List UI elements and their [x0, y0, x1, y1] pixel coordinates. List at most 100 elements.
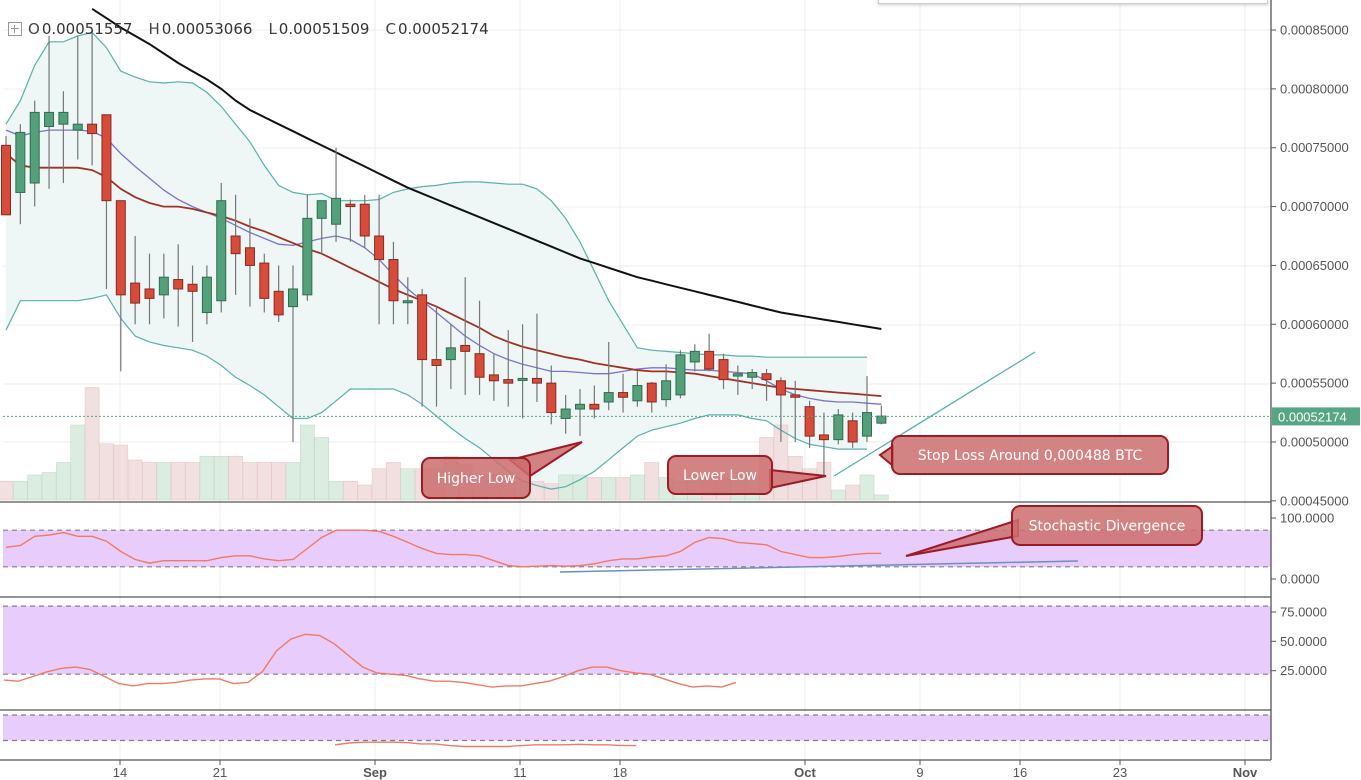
volume-bar: [615, 477, 631, 501]
candle[interactable]: [417, 288, 428, 407]
candle[interactable]: [431, 306, 442, 407]
candle-body: [488, 374, 499, 382]
candle-body: [374, 235, 385, 261]
annotation-stop-loss[interactable]: Stop Loss Around 0,000488 BTC: [878, 435, 1169, 475]
candle[interactable]: [689, 344, 700, 372]
volume-bar: [328, 480, 344, 501]
candle[interactable]: [818, 412, 829, 478]
candle-body: [474, 353, 485, 378]
candle[interactable]: [560, 394, 571, 434]
candle[interactable]: [790, 380, 801, 442]
candle[interactable]: [761, 369, 772, 401]
time-tick-label: Oct: [794, 765, 816, 780]
candle[interactable]: [646, 381, 657, 413]
candle[interactable]: [87, 30, 98, 166]
candle[interactable]: [804, 400, 815, 448]
candle[interactable]: [158, 253, 169, 319]
time-tick-label: 16: [1013, 765, 1027, 780]
candle[interactable]: [517, 324, 528, 419]
candle[interactable]: [603, 341, 614, 411]
candle[interactable]: [718, 353, 729, 390]
candle[interactable]: [847, 412, 858, 448]
candle[interactable]: [29, 100, 40, 207]
candle[interactable]: [531, 313, 542, 402]
candle[interactable]: [359, 194, 370, 248]
candle[interactable]: [244, 218, 255, 307]
candle[interactable]: [632, 371, 643, 407]
candle[interactable]: [316, 200, 327, 254]
candle[interactable]: [575, 389, 585, 437]
candle[interactable]: [230, 194, 241, 295]
candle[interactable]: [187, 265, 198, 342]
candle[interactable]: [388, 241, 399, 325]
candle[interactable]: [201, 265, 212, 325]
candle[interactable]: [374, 194, 385, 325]
top-overlay-panel: [878, 0, 1268, 4]
candle[interactable]: [589, 385, 600, 419]
candle-body: [72, 123, 83, 131]
price-tick-label: 0.00065000: [1280, 258, 1349, 273]
candle-body: [775, 380, 786, 396]
candle-body: [1, 144, 11, 216]
candle[interactable]: [44, 35, 55, 189]
candle[interactable]: [474, 300, 485, 395]
candle[interactable]: [876, 405, 887, 425]
time-tick-label: 18: [613, 765, 627, 780]
candle[interactable]: [101, 114, 112, 289]
candle-body: [632, 384, 643, 402]
candle-body: [144, 288, 155, 299]
trend-line[interactable]: [833, 351, 1036, 477]
candle[interactable]: [775, 377, 786, 442]
candle[interactable]: [488, 353, 499, 401]
candle[interactable]: [546, 365, 557, 425]
candle[interactable]: [259, 253, 270, 313]
annotation-stochastic-divergence[interactable]: Stochastic Divergence: [905, 505, 1203, 557]
collapse-square-icon[interactable]: [8, 22, 22, 36]
candle[interactable]: [173, 244, 184, 327]
callout-text: Lower Low: [683, 468, 757, 484]
candle[interactable]: [273, 265, 284, 322]
candle-body: [862, 412, 872, 437]
volume-bar: [242, 462, 258, 501]
candle[interactable]: [747, 369, 758, 390]
candle[interactable]: [15, 124, 26, 225]
candle[interactable]: [144, 253, 155, 325]
candle-body: [833, 414, 844, 441]
candle[interactable]: [115, 200, 126, 372]
volume-bar: [185, 462, 200, 501]
candle[interactable]: [732, 365, 743, 395]
candle[interactable]: [58, 91, 69, 184]
candles: [1, 30, 887, 478]
candle[interactable]: [445, 324, 456, 390]
candle[interactable]: [833, 409, 844, 445]
candle[interactable]: [402, 277, 413, 325]
candle[interactable]: [661, 364, 672, 407]
callout-box: [667, 455, 773, 495]
candle[interactable]: [288, 265, 298, 442]
volume-bar: [228, 455, 243, 501]
candle[interactable]: [216, 183, 227, 313]
price-tick-label: 0.00055000: [1280, 376, 1349, 391]
candle[interactable]: [130, 236, 141, 325]
rsi-pane: [3, 605, 1271, 688]
close-label: C: [385, 20, 396, 38]
volume-bar: [859, 474, 875, 501]
annotation-higher-low[interactable]: Higher Low: [421, 441, 583, 499]
candle[interactable]: [460, 277, 471, 395]
overbought-oversold-band: [3, 715, 1271, 741]
annotation-lower-low[interactable]: Lower Low: [667, 455, 827, 495]
candle-body: [661, 380, 672, 401]
candle[interactable]: [704, 333, 715, 372]
candle[interactable]: [345, 199, 356, 242]
price-tick-label: 0.00080000: [1280, 81, 1349, 96]
candle[interactable]: [302, 194, 313, 301]
candle[interactable]: [72, 35, 83, 160]
candle[interactable]: [862, 376, 872, 442]
stochastic-divergence-line[interactable]: [559, 560, 1079, 573]
candle[interactable]: [618, 373, 629, 413]
candle[interactable]: [503, 330, 514, 407]
candle[interactable]: [675, 350, 686, 399]
candle[interactable]: [1, 135, 11, 216]
candle[interactable]: [331, 147, 342, 242]
